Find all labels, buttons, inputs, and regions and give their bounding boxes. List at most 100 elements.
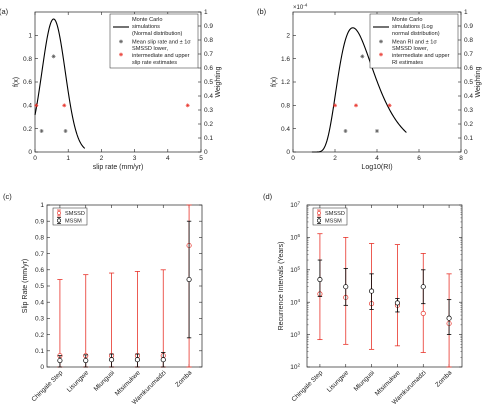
x-tick-label: 2	[333, 155, 337, 162]
y-tick-label: 107	[290, 201, 300, 210]
y-tick-label: 0.9	[35, 218, 44, 225]
y-tick-exponent: 2	[297, 363, 300, 368]
x-tick-label: 8	[459, 155, 463, 162]
y2-tick-label: 0.7	[204, 51, 213, 58]
y2-axis-label: Weighting	[215, 66, 222, 97]
legend: SMSSD MSSM	[312, 207, 348, 226]
x-tick-label: 1	[66, 155, 70, 162]
category-label: Zomba	[434, 369, 454, 389]
legend-entry: simulations (Log	[392, 24, 433, 30]
y2-tick-label: 0	[204, 149, 208, 156]
data-point	[446, 315, 452, 321]
series-point	[62, 103, 67, 108]
legend-entry: intermediate and upper	[392, 53, 450, 59]
legend-box	[109, 13, 199, 69]
x-tick-label: 0	[33, 155, 37, 162]
y2-tick-label: 0.5	[464, 79, 473, 86]
y-axis-label: f(x)	[13, 77, 20, 87]
panel-c: 0 0.1 0.2 0.3 0.4 0.5 0.6 0.7 0.8 0.9 1 Chingale St…	[3, 192, 203, 406]
x-tick-label: 4	[166, 155, 170, 162]
legend-marker	[56, 218, 61, 223]
y-tick-label: 0.5	[35, 283, 44, 290]
legend-marker	[56, 211, 61, 216]
legend-box	[369, 13, 459, 69]
x-tick-label: 3	[133, 155, 137, 162]
y2-tick-label: 0.3	[204, 107, 213, 114]
y-tick-label: 0	[28, 149, 32, 156]
y-axis-label: f(x)	[271, 77, 278, 87]
y2-tick-label: 0.9	[464, 23, 473, 30]
panel-b: 0 2 4 6 800.40.81.21.6200.10.20.30.40.50.60.…	[257, 3, 482, 172]
category-label: Mlungusi	[93, 369, 116, 392]
legend-entry: simulations	[132, 24, 160, 30]
series-point	[333, 103, 337, 108]
legend-entry: Monte Carlo	[132, 17, 162, 23]
y-tick-label: 103	[290, 330, 300, 339]
series-point	[51, 54, 56, 59]
legend: SMSSD MSSM	[52, 207, 88, 226]
distribution-curve	[311, 27, 407, 153]
category-label: Lisungwe	[326, 369, 351, 394]
y-tick-label: 2	[286, 33, 290, 40]
y2-tick-label: 0	[464, 149, 468, 156]
y2-tick-label: 0.7	[464, 51, 473, 58]
data-point	[134, 357, 140, 363]
y2-tick-label: 0.8	[464, 37, 473, 44]
y2-tick-label: 0.3	[464, 107, 473, 114]
data-point	[369, 288, 375, 294]
legend-entry: slip rate estimates	[132, 60, 177, 66]
y-tick-label: 0.3	[35, 316, 44, 323]
y2-tick-label: 0.5	[204, 79, 213, 86]
data-point	[160, 357, 166, 363]
x-tick-label: 4	[375, 155, 379, 162]
legend-marker	[316, 218, 321, 223]
data-point	[186, 276, 192, 283]
series-point	[343, 129, 348, 133]
legend-entry: MSSM	[325, 219, 342, 225]
y2-tick-label: 0.1	[204, 135, 213, 142]
y2-tick-label: 0.6	[204, 65, 213, 72]
legend-entry: RI estimates	[392, 60, 423, 66]
y-tick-label: 0.8	[23, 56, 32, 63]
x-tick-label: 6	[417, 155, 421, 162]
legend-marker	[316, 211, 321, 216]
panel-a: 0 1 2 3 4 500.20.40.60.8100.10.20.30.40.50.60…	[0, 7, 222, 171]
y2-tick-label: 0.1	[464, 135, 473, 142]
y2-tick-label: 0.6	[464, 65, 473, 72]
data-point	[317, 277, 323, 283]
data-point	[109, 357, 115, 363]
legend-star-swatch	[379, 39, 383, 44]
series-point	[354, 103, 358, 108]
x-axis-label: Log10(RI)	[361, 164, 392, 171]
panel-label: (a)	[0, 7, 9, 16]
data-point	[83, 357, 89, 364]
legend-entry: SMSSD	[65, 211, 85, 217]
x-axis-label: slip rate (mm/yr)	[93, 164, 144, 171]
category-label: Lisungwe	[66, 369, 91, 394]
legend-entry: SMSSD lower,	[392, 46, 429, 52]
panel-label: (c)	[3, 192, 12, 201]
legend-entry: (Normal distribution)	[132, 31, 182, 37]
y-tick-label: 0	[40, 364, 44, 371]
category-label: Zomba	[174, 369, 194, 389]
y-tick-label: 0.2	[23, 126, 32, 133]
y2-tick-label: 0.9	[204, 23, 213, 30]
series-point	[185, 103, 190, 108]
y-tick-label: 105	[290, 266, 300, 275]
legend-box	[52, 207, 88, 226]
category-label: Chingale Step	[31, 369, 65, 403]
data-point	[57, 357, 63, 364]
y-tick-label: 0.4	[23, 103, 32, 110]
y-tick-label: 102	[290, 363, 300, 372]
y-tick-exponent: 4	[297, 298, 300, 303]
y2-tick-label: 1	[464, 9, 468, 16]
legend-entry: SMSSD	[325, 211, 345, 217]
y-tick-label: 0.7	[35, 251, 44, 258]
legend-box	[312, 207, 348, 226]
y2-tick-label: 0.4	[204, 93, 213, 100]
y-tick-label: 106	[290, 233, 300, 242]
legend-entry: normal distribution)	[392, 31, 440, 37]
legend-entry: intermediate and upper	[132, 53, 190, 59]
